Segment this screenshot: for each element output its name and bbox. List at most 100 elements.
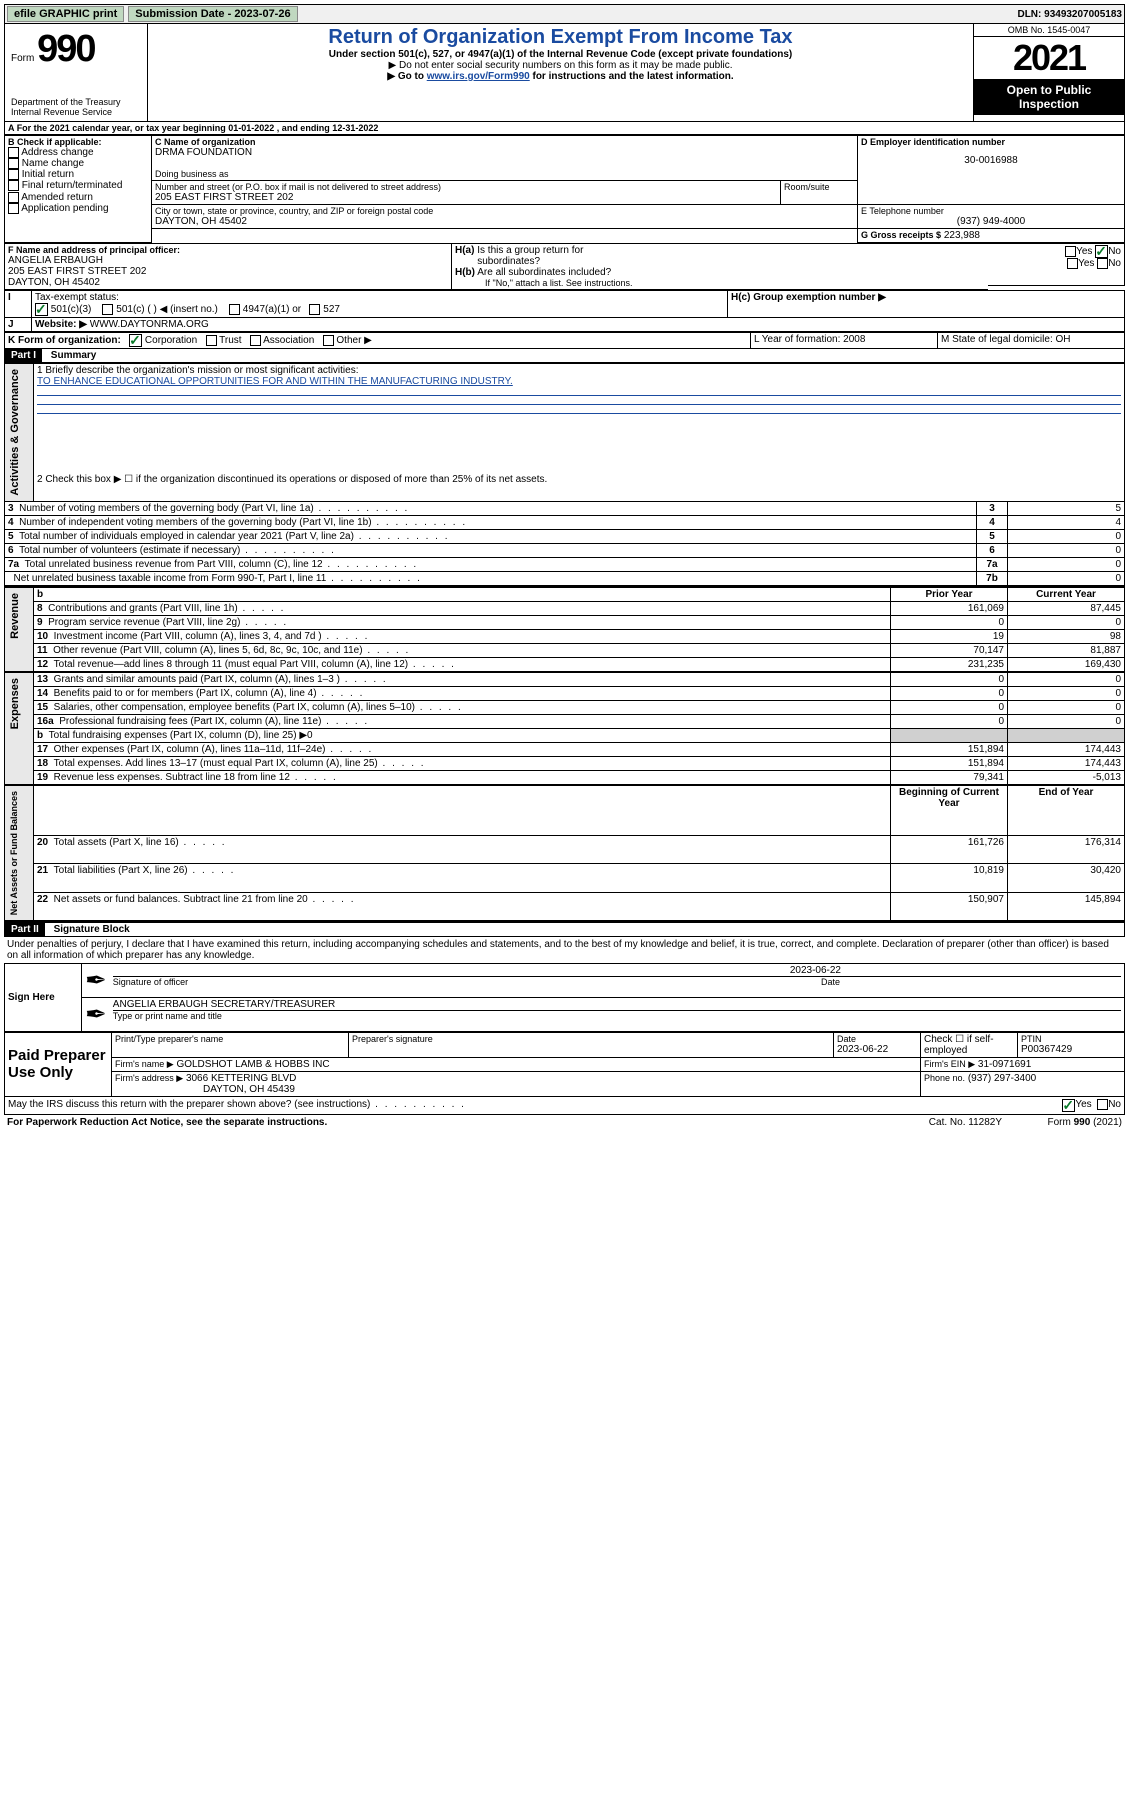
c-label: C Name of organization (155, 137, 854, 147)
line-a: A For the 2021 calendar year, or tax yea… (4, 122, 1125, 135)
hb-yes[interactable] (1067, 258, 1078, 269)
ein: 30-0016988 (861, 147, 1121, 174)
part1-header: Part I Summary (4, 349, 1125, 363)
check-name-change[interactable]: Name change (8, 158, 148, 169)
prep-date: 2023-06-22 (837, 1044, 917, 1055)
i-label: Tax-exempt status: (35, 292, 119, 303)
prep-check-label: Check ☐ if self-employed (921, 1032, 1018, 1057)
check-trust[interactable] (206, 335, 217, 346)
dept-label: Department of the Treasury Internal Reve… (11, 97, 141, 117)
dba-label: Doing business as (155, 169, 854, 179)
k-label: K Form of organization: (8, 335, 121, 346)
irs-link[interactable]: www.irs.gov/Form990 (427, 71, 530, 82)
officer-name: ANGELIA ERBAUGH (8, 255, 448, 266)
sig-date-label: Date (821, 977, 1121, 987)
check-final-return[interactable]: Final return/terminated (8, 180, 148, 191)
firm-name-label: Firm's name ▶ (115, 1059, 174, 1069)
check-501c3[interactable] (35, 303, 48, 316)
open-to-public: Open to Public Inspection (974, 79, 1124, 115)
firm-ein: 31-0971691 (978, 1059, 1031, 1070)
irs-discuss: May the IRS discuss this return with the… (8, 1099, 1062, 1112)
part2-title: Signature Block (48, 924, 130, 935)
city: DAYTON, OH 45402 (155, 216, 854, 227)
e-label: E Telephone number (861, 206, 1121, 216)
check-app-pending[interactable]: Application pending (8, 203, 148, 214)
check-assoc[interactable] (250, 335, 261, 346)
prep-date-label: Date (837, 1034, 917, 1044)
table-row: 16a Professional fundraising fees (Part … (5, 714, 1125, 728)
financial-table: Revenue b Prior Year Current Year 8 Cont… (4, 586, 1125, 921)
paid-preparer-label: Paid Preparer Use Only (5, 1032, 112, 1096)
paid-preparer-block: Paid Preparer Use Only Print/Type prepar… (4, 1032, 1125, 1097)
phone: (937) 949-4000 (861, 216, 1121, 227)
form-header: Form 990 Department of the Treasury Inte… (4, 24, 1125, 122)
j-label: Website: ▶ (35, 319, 87, 330)
penalties-text: Under penalties of perjury, I declare th… (4, 937, 1125, 963)
footer-row: For Paperwork Reduction Act Notice, see … (4, 1115, 1125, 1130)
form-title: Return of Organization Exempt From Incom… (152, 26, 969, 49)
irs-yes[interactable] (1062, 1099, 1075, 1112)
form-number: 990 (37, 28, 94, 70)
table-row: 7a Total unrelated business revenue from… (5, 557, 1125, 571)
ha-yes[interactable] (1065, 246, 1076, 257)
check-initial-return[interactable]: Initial return (8, 169, 148, 180)
check-527[interactable] (309, 304, 320, 315)
table-row: Net unrelated business taxable income fr… (5, 571, 1125, 585)
table-row: 20 Total assets (Part X, line 16) 161,72… (5, 836, 1125, 864)
check-address-change[interactable]: Address change (8, 147, 148, 158)
irs-no[interactable] (1097, 1099, 1108, 1110)
check-amended[interactable]: Amended return (8, 192, 148, 203)
g-label: G Gross receipts $ (861, 230, 941, 240)
table-row: 10 Investment income (Part VIII, column … (5, 629, 1125, 643)
f-label: F Name and address of principal officer: (8, 245, 448, 255)
sign-here: Sign Here (5, 963, 82, 1031)
firm-phone-label: Phone no. (924, 1073, 965, 1083)
sig-name-label: Type or print name and title (113, 1010, 1121, 1021)
address: 205 EAST FIRST STREET 202 (155, 192, 777, 203)
org-name: DRMA FOUNDATION (155, 147, 854, 158)
table-row: 9 Program service revenue (Part VIII, li… (5, 615, 1125, 629)
part1-title: Summary (45, 350, 97, 361)
firm-phone: (937) 297-3400 (968, 1073, 1036, 1084)
omb-number: OMB No. 1545-0047 (974, 24, 1124, 37)
ptin: P00367429 (1021, 1044, 1121, 1055)
prep-sig-label: Preparer's signature (352, 1034, 830, 1044)
officer-city: DAYTON, OH 45402 (8, 277, 448, 288)
dln-label: DLN: 93493207005183 (1017, 9, 1122, 20)
table-row: 15 Salaries, other compensation, employe… (5, 700, 1125, 714)
addr-label: Number and street (or P.O. box if mail i… (155, 182, 777, 192)
section-ag: Activities & Governance (8, 365, 22, 500)
check-501c[interactable] (102, 304, 113, 315)
table-row: 11 Other revenue (Part VIII, column (A),… (5, 643, 1125, 657)
website: WWW.DAYTONRMA.ORG (90, 319, 209, 330)
cat-no: Cat. No. 11282Y (929, 1117, 1002, 1128)
table-row: 4 Number of independent voting members o… (5, 515, 1125, 529)
note-2: ▶ Go to www.irs.gov/Form990 for instruct… (152, 71, 969, 82)
m-label: M State of legal domicile: OH (941, 334, 1071, 345)
ha-label: H(a) Is this a group return for subordin… (455, 245, 985, 267)
form-subtitle: Under section 501(c), 527, or 4947(a)(1)… (152, 49, 969, 60)
tax-period: For the 2021 calendar year, or tax year … (17, 123, 379, 133)
officer-block: F Name and address of principal officer:… (4, 243, 1125, 290)
firm-city: DAYTON, OH 45439 (115, 1084, 295, 1095)
table-row: 19 Revenue less expenses. Subtract line … (5, 770, 1125, 785)
city-label: City or town, state or province, country… (155, 206, 854, 216)
check-other[interactable] (323, 335, 334, 346)
ha-no[interactable] (1095, 245, 1108, 258)
check-4947[interactable] (229, 304, 240, 315)
part2-header: Part II Signature Block (4, 921, 1125, 937)
table-row: 17 Other expenses (Part IX, column (A), … (5, 742, 1125, 756)
line2: 2 Check this box ▶ ☐ if the organization… (34, 473, 1125, 501)
sig-officer-label: Signature of officer (113, 977, 821, 987)
efile-button[interactable]: efile GRAPHIC print (7, 6, 124, 22)
table-row: 18 Total expenses. Add lines 13–17 (must… (5, 756, 1125, 770)
table-row: 21 Total liabilities (Part X, line 26) 1… (5, 864, 1125, 892)
l-label: L Year of formation: 2008 (754, 334, 865, 345)
table-row: 14 Benefits paid to or for members (Part… (5, 686, 1125, 700)
gross-receipts: 223,988 (944, 230, 980, 241)
firm-ein-label: Firm's EIN ▶ (924, 1059, 975, 1069)
check-corp[interactable] (129, 334, 142, 347)
part2-label: Part II (5, 923, 45, 936)
table-row: 22 Net assets or fund balances. Subtract… (5, 892, 1125, 920)
firm-addr-label: Firm's address ▶ (115, 1073, 183, 1083)
